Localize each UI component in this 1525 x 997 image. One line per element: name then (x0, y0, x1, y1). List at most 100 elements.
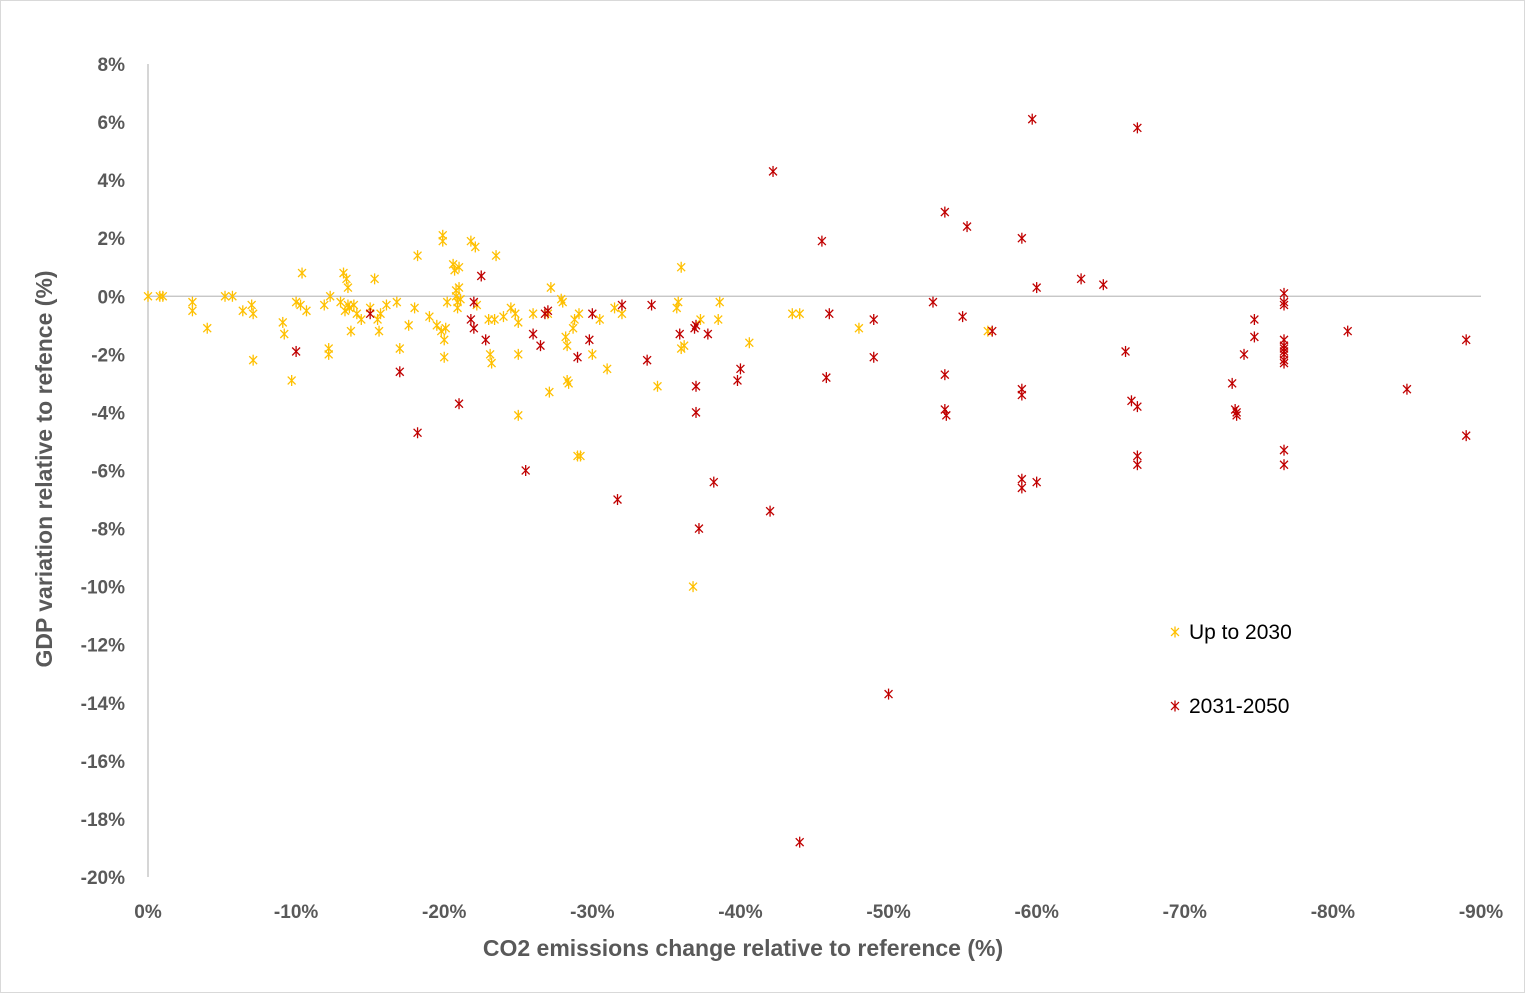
data-point (574, 308, 584, 320)
x-tick-label: -30% (570, 902, 614, 923)
data-point (513, 409, 523, 421)
data-point (248, 308, 258, 320)
data-point (450, 264, 460, 276)
legend-marker-icon (1170, 700, 1180, 712)
data-point (940, 369, 950, 381)
data-point (469, 296, 479, 308)
data-point (787, 308, 797, 320)
data-point (869, 351, 879, 363)
data-point (441, 322, 451, 334)
data-point (491, 250, 501, 262)
data-point (376, 308, 385, 320)
data-point (958, 311, 968, 323)
data-point (521, 465, 531, 476)
data-point (1017, 232, 1027, 244)
data-point (324, 348, 334, 360)
y-tick-label: -14% (81, 694, 125, 715)
data-point (349, 299, 359, 311)
data-point (733, 374, 742, 386)
data-point (691, 319, 701, 331)
y-tick-label: 0% (98, 287, 126, 308)
data-point (510, 308, 520, 320)
data-point (410, 302, 420, 314)
data-point (736, 363, 745, 375)
data-point (325, 290, 335, 302)
data-point (1279, 299, 1289, 311)
data-point (940, 206, 950, 218)
data-point (365, 308, 375, 320)
x-tick-label: 0% (134, 902, 162, 923)
data-point (691, 406, 701, 418)
data-point (356, 314, 366, 326)
data-point (675, 328, 685, 340)
data-point (653, 380, 662, 392)
data-point (610, 302, 619, 314)
legend: Up to 2030 2031-2050 (1170, 621, 1292, 718)
data-point (617, 299, 627, 311)
data-point (287, 374, 297, 386)
data-point (247, 299, 257, 311)
data-point (694, 523, 704, 535)
data-point (691, 380, 701, 392)
data-point (869, 314, 879, 326)
data-point (795, 836, 805, 848)
data-point (297, 267, 307, 279)
data-point (442, 296, 452, 308)
data-point (587, 348, 597, 360)
data-point (454, 261, 464, 273)
data-point (1461, 334, 1471, 346)
series-up-to-2030 (143, 229, 993, 593)
data-point (1017, 482, 1027, 494)
data-point (454, 398, 464, 410)
data-point (824, 308, 834, 320)
data-point (424, 311, 434, 323)
data-point (1076, 273, 1086, 285)
data-point (543, 305, 553, 317)
data-point (1279, 357, 1289, 369)
data-point (703, 328, 713, 340)
legend-item-up-to-2030: Up to 2030 (1170, 621, 1292, 644)
data-point (188, 305, 197, 317)
data-point (536, 340, 545, 352)
data-point (291, 345, 301, 357)
data-point (454, 282, 464, 294)
x-tick-label: -50% (866, 902, 910, 923)
data-point (220, 290, 230, 302)
x-tick-label: -70% (1163, 902, 1207, 923)
data-point (1032, 476, 1042, 488)
data-point (513, 348, 523, 360)
data-point (279, 328, 289, 340)
data-point (595, 314, 605, 326)
y-tick-label: -4% (91, 403, 125, 424)
data-point (395, 366, 405, 378)
data-point (854, 322, 864, 334)
data-point (573, 351, 582, 363)
x-tick-label: -40% (718, 902, 762, 923)
data-point (884, 688, 893, 700)
data-point (436, 325, 446, 337)
data-point (485, 348, 495, 360)
data-point (413, 250, 422, 262)
y-tick-label: -18% (81, 810, 125, 831)
x-tick-label: -10% (274, 902, 318, 923)
data-point (564, 377, 574, 389)
data-point (1343, 325, 1353, 337)
tick-labels: 8% 6% 4% 2% 0% -2% -4% -6% -8% -10% -12% -14% -16% -1… (81, 55, 1504, 923)
data-point (715, 296, 725, 308)
data-point (1279, 459, 1289, 471)
data-point (291, 296, 301, 308)
data-point (1098, 279, 1108, 291)
data-point (404, 319, 414, 331)
data-point (202, 322, 212, 334)
data-point (768, 165, 778, 177)
data-point (576, 450, 585, 462)
data-point (1121, 345, 1130, 357)
data-point (1279, 444, 1289, 456)
data-point (962, 221, 972, 233)
data-point (546, 282, 556, 294)
y-tick-label: -2% (91, 345, 125, 366)
data-point (1249, 314, 1259, 326)
data-point (343, 282, 353, 294)
data-point (1402, 383, 1412, 395)
